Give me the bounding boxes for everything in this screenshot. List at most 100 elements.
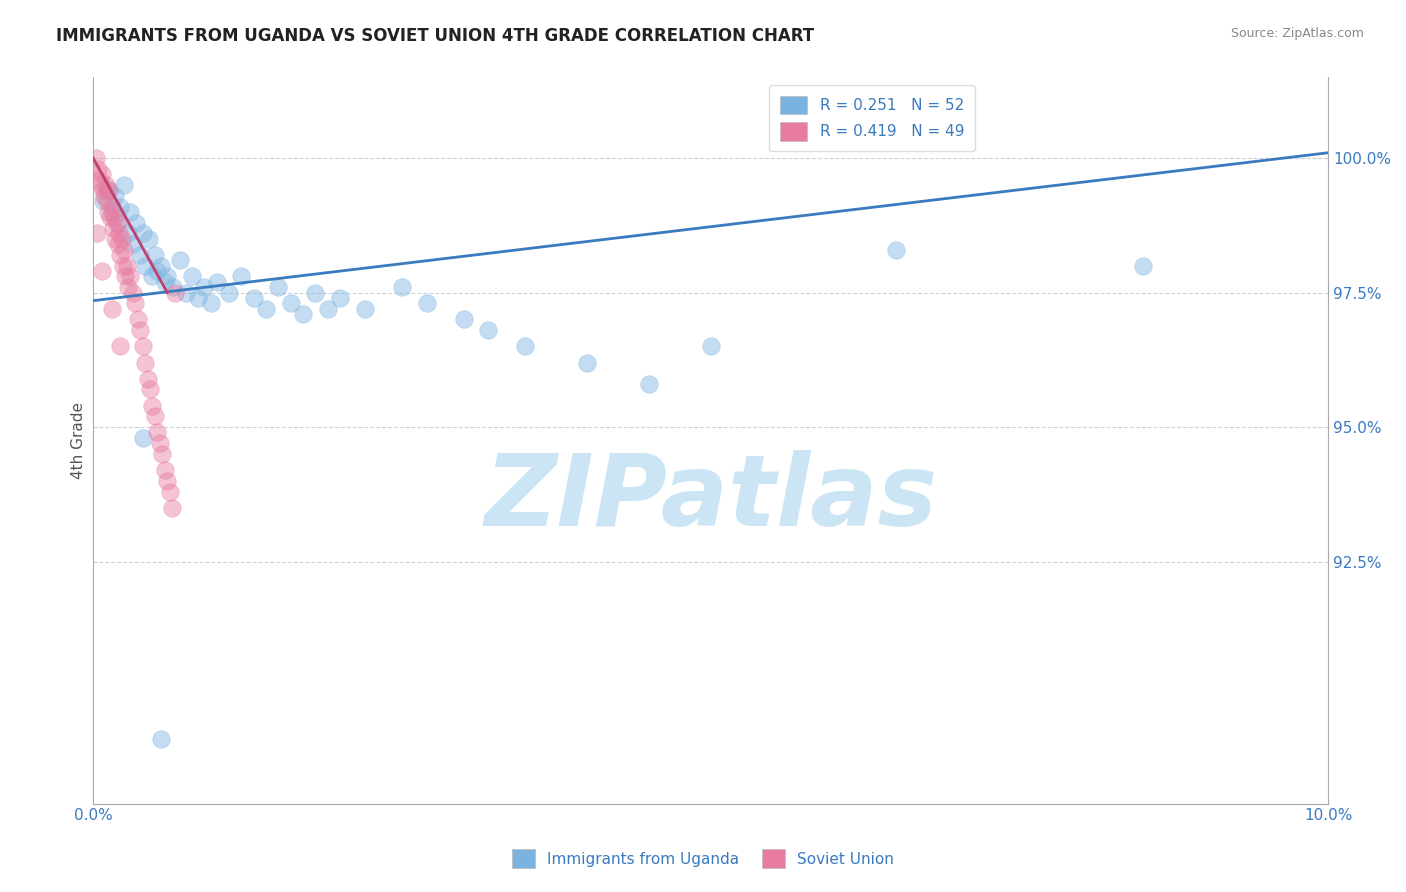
Point <box>110 339 132 353</box>
Point <box>87 161 110 176</box>
Point <box>576 355 599 369</box>
Point <box>105 216 128 230</box>
Point <box>93 188 115 202</box>
Point <box>121 237 143 252</box>
Point <box>104 232 127 246</box>
Point <box>160 500 183 515</box>
Point <box>391 280 413 294</box>
Point <box>267 280 290 294</box>
Point <box>1132 259 1154 273</box>
Point <box>107 216 129 230</box>
Point <box>117 280 139 294</box>
Point <box>150 732 173 747</box>
Point <box>134 259 156 273</box>
Point <box>159 484 181 499</box>
Point <box>131 227 153 241</box>
Point <box>193 280 215 294</box>
Point <box>150 259 173 273</box>
Point <box>90 264 112 278</box>
Point <box>139 383 162 397</box>
Point <box>117 227 139 241</box>
Point <box>477 323 499 337</box>
Point <box>131 431 153 445</box>
Point <box>97 205 120 219</box>
Point <box>187 291 209 305</box>
Point <box>150 447 173 461</box>
Point <box>98 183 121 197</box>
Point <box>120 205 142 219</box>
Point <box>162 280 184 294</box>
Y-axis label: 4th Grade: 4th Grade <box>72 402 86 479</box>
Point <box>316 301 339 316</box>
Point <box>90 178 112 192</box>
Point <box>110 232 132 246</box>
Point <box>200 296 222 310</box>
Point <box>136 372 159 386</box>
Point <box>174 285 197 300</box>
Point <box>156 269 179 284</box>
Point <box>104 188 127 202</box>
Point <box>96 194 118 209</box>
Point <box>127 312 149 326</box>
Point <box>124 296 146 310</box>
Point <box>100 200 122 214</box>
Point <box>292 307 315 321</box>
Point <box>638 377 661 392</box>
Point <box>131 339 153 353</box>
Point <box>101 221 124 235</box>
Point <box>112 243 135 257</box>
Point <box>114 269 136 284</box>
Legend: R = 0.251   N = 52, R = 0.419   N = 49: R = 0.251 N = 52, R = 0.419 N = 49 <box>769 85 974 152</box>
Point <box>146 425 169 440</box>
Point <box>134 355 156 369</box>
Point <box>94 178 117 192</box>
Point <box>103 211 125 225</box>
Point <box>169 253 191 268</box>
Point <box>89 172 111 186</box>
Point <box>138 232 160 246</box>
Text: Source: ZipAtlas.com: Source: ZipAtlas.com <box>1230 27 1364 40</box>
Point <box>91 194 114 209</box>
Point <box>86 227 108 241</box>
Legend: Immigrants from Uganda, Soviet Union: Immigrants from Uganda, Soviet Union <box>505 841 901 875</box>
Point <box>91 183 114 197</box>
Point <box>149 436 172 450</box>
Point <box>146 264 169 278</box>
Point <box>218 285 240 300</box>
Point <box>304 285 326 300</box>
Point <box>129 323 152 337</box>
Point <box>254 301 277 316</box>
Point <box>100 301 122 316</box>
Text: ZIPatlas: ZIPatlas <box>484 450 938 547</box>
Point <box>108 227 131 241</box>
Point <box>153 463 176 477</box>
Point <box>97 183 120 197</box>
Point <box>699 339 721 353</box>
Point <box>415 296 437 310</box>
Point <box>129 248 152 262</box>
Point <box>84 151 107 165</box>
Point <box>110 200 132 214</box>
Point <box>242 291 264 305</box>
Point <box>515 339 537 353</box>
Point <box>141 269 163 284</box>
Point <box>111 259 134 273</box>
Point <box>884 243 907 257</box>
Point <box>100 205 122 219</box>
Point <box>120 269 142 284</box>
Point <box>163 285 186 300</box>
Point <box>143 409 166 424</box>
Point <box>156 474 179 488</box>
Point <box>181 269 204 284</box>
Point <box>121 285 143 300</box>
Point <box>453 312 475 326</box>
Point <box>153 275 176 289</box>
Point <box>354 301 377 316</box>
Point <box>205 275 228 289</box>
Point <box>100 211 122 225</box>
Text: IMMIGRANTS FROM UGANDA VS SOVIET UNION 4TH GRADE CORRELATION CHART: IMMIGRANTS FROM UGANDA VS SOVIET UNION 4… <box>56 27 814 45</box>
Point <box>231 269 253 284</box>
Point <box>107 237 129 252</box>
Point <box>141 399 163 413</box>
Point <box>329 291 352 305</box>
